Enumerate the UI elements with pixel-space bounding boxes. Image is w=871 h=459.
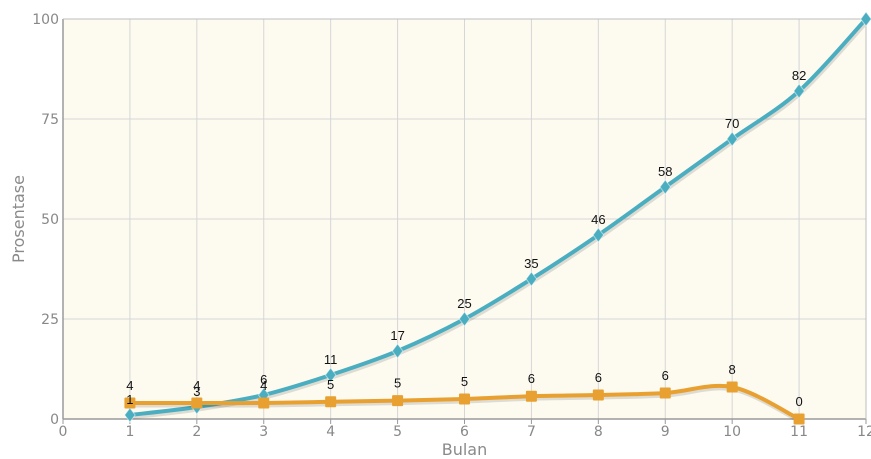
x-tick-label: 0 — [59, 424, 68, 440]
series-2-data-label: 4 — [126, 378, 133, 393]
series-2-point[interactable] — [124, 397, 136, 409]
x-tick-label: 7 — [527, 424, 536, 440]
series-1-point[interactable] — [324, 367, 337, 383]
series-2-data-label: 5 — [394, 376, 401, 391]
series-1-point[interactable] — [592, 227, 605, 243]
series-2-point[interactable] — [525, 390, 537, 402]
x-tick-label: 11 — [790, 424, 808, 440]
series-1-point[interactable] — [659, 179, 672, 195]
y-tick-label: 100 — [32, 12, 59, 28]
series-1-point[interactable] — [726, 131, 739, 147]
series-2-data-label: 5 — [327, 377, 334, 392]
x-tick-label: 6 — [460, 424, 469, 440]
data-labels: 1 3 6 11 17 25 35 46 58 70 82 4 4 4 5 5 5 6 6 6 8 0 — [126, 68, 806, 409]
x-tick-label: 10 — [723, 424, 741, 440]
series-1-data-label: 82 — [792, 68, 806, 83]
x-tick-label: 8 — [594, 424, 603, 440]
x-tick-label: 2 — [192, 424, 201, 440]
series-2-point[interactable] — [659, 387, 671, 399]
series-2-data-label: 6 — [662, 368, 669, 383]
series-1-point[interactable] — [458, 311, 471, 327]
series-1-data-label: 1 — [126, 392, 133, 407]
series — [124, 11, 871, 425]
x-tick-label: 9 — [661, 424, 670, 440]
series-1-data-label: 11 — [324, 352, 338, 367]
series-1-data-label: 46 — [591, 212, 605, 227]
series-1-point[interactable] — [525, 271, 538, 287]
series-2-point[interactable] — [793, 413, 805, 425]
series-2-point[interactable] — [258, 397, 270, 409]
grid — [63, 19, 866, 419]
series-2-data-label: 6 — [528, 371, 535, 386]
series-2-data-label: 0 — [795, 394, 802, 409]
series-2-data-label: 4 — [193, 378, 200, 393]
series-2-point[interactable] — [726, 381, 738, 393]
y-axis-title: Prosentase — [9, 175, 28, 263]
series-2-data-label: 4 — [260, 378, 267, 393]
series-1-data-label: 58 — [658, 164, 672, 179]
series-1-data-label: 70 — [725, 116, 739, 131]
x-tick-label: 12 — [857, 424, 871, 440]
x-axis-title: Bulan — [442, 440, 488, 459]
y-tick-label: 50 — [41, 212, 59, 228]
series-1-data-label: 25 — [457, 296, 471, 311]
series-2-data-label: 8 — [729, 362, 736, 377]
x-tick-label: 4 — [326, 424, 335, 440]
y-tick-label: 0 — [50, 412, 59, 428]
series-1-point[interactable] — [124, 407, 136, 423]
series-2-data-label: 5 — [461, 374, 468, 389]
series-1-point[interactable] — [793, 83, 805, 99]
series-2-point[interactable] — [392, 395, 404, 407]
series-1-point[interactable] — [391, 343, 404, 359]
y-tick-label: 25 — [41, 312, 59, 328]
series-2-point[interactable] — [459, 393, 470, 405]
series-2-point[interactable] — [592, 389, 604, 401]
series-2-data-label: 6 — [595, 370, 602, 385]
series-1-data-label: 6 — [260, 372, 267, 387]
series-2-point[interactable] — [325, 396, 337, 408]
series-1-data-label: 17 — [390, 328, 404, 343]
series-1-data-label: 35 — [524, 256, 538, 271]
x-tick-label: 1 — [125, 424, 134, 440]
series-1-point[interactable] — [860, 11, 871, 27]
series-1-data-label: 3 — [193, 384, 200, 399]
series-2-point[interactable] — [191, 397, 203, 409]
x-tick-label: 3 — [259, 424, 268, 440]
x-tick-label: 5 — [393, 424, 402, 440]
y-tick-label: 75 — [41, 112, 59, 128]
